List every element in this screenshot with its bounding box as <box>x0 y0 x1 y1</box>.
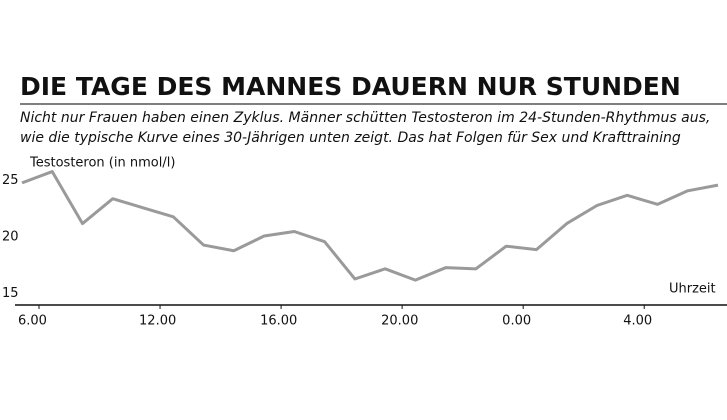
x-tick-label: 16.00 <box>260 314 297 329</box>
x-axis-label: Uhrzeit <box>669 282 716 297</box>
x-tick-label: 12.00 <box>139 314 176 329</box>
y-axis-label: Testosteron (in nmol/l) <box>29 156 175 171</box>
y-tick-label: 25 <box>2 173 19 188</box>
chart-title: DIE TAGE DES MANNES DAUERN NUR STUNDEN <box>20 72 681 101</box>
subtitle: Nicht nur Frauen haben einen Zyklus. Män… <box>20 110 710 126</box>
x-tick-label: 6.00 <box>18 314 47 329</box>
y-tick-label: 20 <box>2 230 19 245</box>
x-tick-label: 0.00 <box>502 314 531 329</box>
subtitle: wie die typische Kurve eines 30-Jährigen… <box>20 130 681 146</box>
x-tick-label: 20.00 <box>381 314 418 329</box>
x-tick-label: 4.00 <box>623 314 652 329</box>
y-tick-label: 15 <box>2 286 19 301</box>
line <box>21 170 719 282</box>
